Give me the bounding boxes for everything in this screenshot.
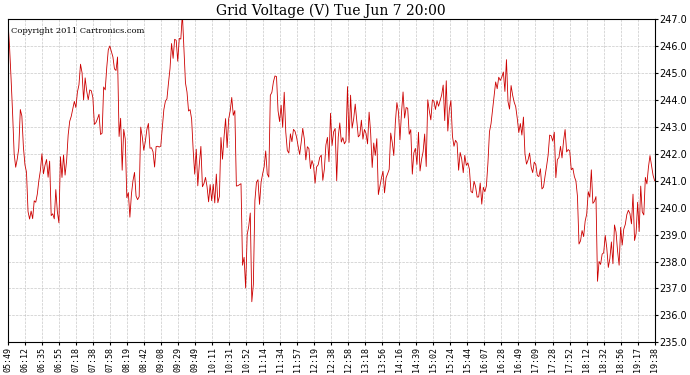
Text: Copyright 2011 Cartronics.com: Copyright 2011 Cartronics.com — [11, 27, 145, 35]
Title: Grid Voltage (V) Tue Jun 7 20:00: Grid Voltage (V) Tue Jun 7 20:00 — [217, 3, 446, 18]
